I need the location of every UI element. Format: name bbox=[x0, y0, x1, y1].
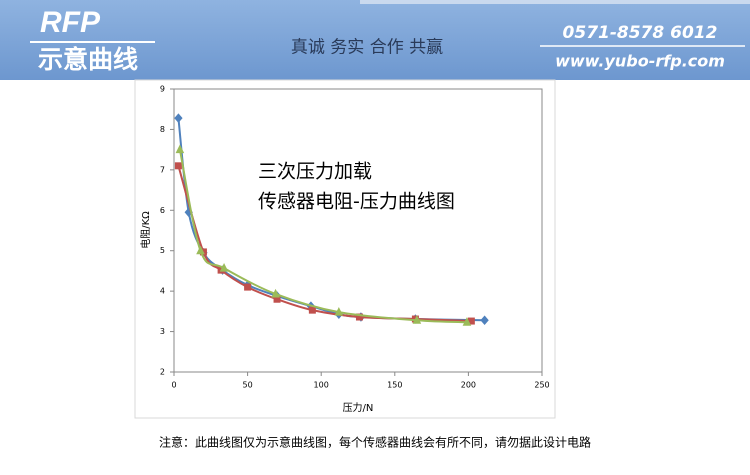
x-tick-label: 0 bbox=[171, 381, 176, 390]
marker bbox=[174, 113, 183, 123]
x-tick-label: 150 bbox=[387, 381, 402, 390]
x-tick-label: 100 bbox=[314, 381, 329, 390]
x-tick-label: 50 bbox=[243, 381, 253, 390]
x-axis-label: 压力/N bbox=[343, 401, 374, 414]
marker bbox=[196, 245, 205, 255]
y-tick-label: 3 bbox=[160, 327, 165, 336]
y-tick-label: 2 bbox=[160, 368, 165, 377]
annotation: 三次压力加载 bbox=[258, 161, 372, 183]
marker bbox=[271, 288, 280, 298]
marker bbox=[175, 144, 185, 154]
y-tick-label: 9 bbox=[160, 85, 165, 94]
marker bbox=[355, 313, 363, 321]
y-axis-label: 电阻/KΩ bbox=[139, 211, 152, 249]
marker bbox=[334, 307, 344, 316]
phone: 0571-8578 6012 bbox=[563, 23, 718, 43]
logo: RFP bbox=[40, 6, 101, 39]
marker bbox=[244, 283, 252, 291]
slogan: 真诚 务实 合作 共赢 bbox=[291, 38, 443, 58]
y-tick-label: 8 bbox=[160, 125, 165, 134]
marker bbox=[308, 306, 316, 314]
footer-note: 注意：此曲线图仅为示意曲线图，每个传感器曲线会有所不同，请勿据此设计电路 bbox=[159, 435, 591, 450]
chart-frame bbox=[134, 79, 556, 419]
marker bbox=[219, 262, 229, 272]
y-tick-label: 7 bbox=[160, 165, 165, 174]
header-subtitle: 示意曲线 bbox=[38, 45, 138, 74]
marker bbox=[412, 315, 422, 324]
marker bbox=[462, 317, 472, 326]
header-strip bbox=[360, 0, 750, 4]
header-banner bbox=[0, 0, 750, 80]
x-tick-label: 250 bbox=[534, 381, 549, 390]
website: www.yubo-rfp.com bbox=[555, 52, 725, 71]
x-tick-label: 200 bbox=[461, 381, 476, 390]
marker bbox=[174, 162, 182, 170]
y-tick-label: 4 bbox=[160, 287, 165, 296]
y-tick-label: 5 bbox=[160, 246, 165, 255]
y-tick-label: 6 bbox=[160, 206, 165, 215]
marker bbox=[480, 315, 489, 326]
annotation: 传感器电阻-压力曲线图 bbox=[258, 191, 455, 213]
plot-area bbox=[173, 88, 543, 373]
